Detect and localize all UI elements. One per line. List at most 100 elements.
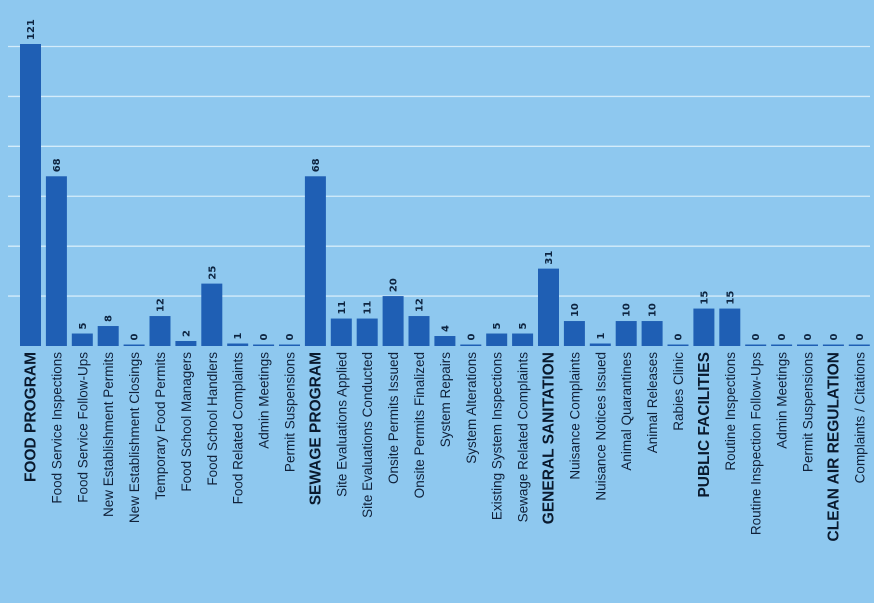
- bar-10: [279, 344, 300, 346]
- category-label-0: FOOD PROGRAM: [23, 352, 40, 482]
- category-label-28: Routine Inspection Follow-Ups: [749, 352, 764, 535]
- category-label-1: Food Service Inspections: [49, 352, 64, 504]
- value-label-1: 68: [52, 158, 63, 172]
- value-label-10: 0: [285, 334, 296, 341]
- category-label-13: Site Evaluations Conducted: [360, 352, 375, 518]
- category-label-18: Existing System Inspections: [490, 352, 505, 520]
- category-label-6: Food School Managers: [179, 352, 194, 492]
- bar-28: [745, 344, 767, 346]
- value-label-0: 121: [26, 19, 37, 40]
- value-label-7: 25: [207, 266, 218, 280]
- value-label-24: 10: [648, 303, 659, 317]
- category-label-14: Onsite Permits Issued: [386, 352, 401, 484]
- bar-27: [719, 308, 741, 346]
- bar-0: [20, 44, 41, 346]
- value-label-11: 68: [311, 158, 322, 172]
- category-label-17: System Alterations: [464, 352, 479, 464]
- bar-1: [45, 176, 67, 346]
- value-label-27: 15: [725, 291, 736, 305]
- bar-7: [201, 283, 223, 346]
- value-label-17: 0: [466, 334, 477, 341]
- category-label-23: Animal Quarantines: [619, 352, 634, 471]
- value-label-19: 5: [518, 323, 529, 330]
- category-label-27: Routine Inspections: [723, 352, 738, 471]
- category-label-19: Sewage Related Complaints: [516, 352, 531, 523]
- value-label-22: 1: [596, 333, 607, 340]
- bar-8: [227, 343, 249, 346]
- bar-20: [538, 268, 559, 346]
- category-label-25: Rabies Clinic: [671, 352, 686, 431]
- bar-15: [408, 316, 430, 346]
- bar-17: [460, 344, 482, 346]
- bar-25: [667, 344, 689, 346]
- bar-30: [797, 344, 818, 346]
- category-label-2: Food Service Follow-Ups: [75, 352, 90, 503]
- bar-5: [149, 316, 171, 346]
- category-label-20: GENERAL SANITATION: [541, 352, 558, 524]
- value-label-28: 0: [751, 334, 762, 341]
- bar-23: [615, 321, 637, 346]
- value-label-21: 10: [570, 303, 581, 317]
- bar-11: [304, 176, 326, 346]
- bar-4: [123, 344, 145, 346]
- value-label-15: 12: [415, 298, 426, 312]
- category-label-30: Permit Suspensions: [801, 352, 816, 472]
- bar-12: [330, 318, 352, 346]
- value-label-25: 0: [674, 334, 685, 341]
- category-label-10: Permit Suspensions: [283, 352, 298, 472]
- value-label-9: 0: [259, 334, 270, 341]
- category-label-8: Food Related Complaints: [231, 352, 246, 505]
- category-label-29: Admin Meetings: [775, 352, 790, 449]
- bar-6: [175, 341, 197, 346]
- category-label-3: New Establishment Permits: [101, 352, 116, 517]
- value-label-20: 31: [544, 251, 555, 265]
- bar-14: [382, 296, 404, 346]
- category-label-31: CLEAN AIR REGULATION: [825, 352, 842, 541]
- bar-21: [563, 321, 585, 346]
- value-label-13: 11: [363, 301, 374, 315]
- bar-19: [512, 333, 534, 346]
- category-label-9: Admin Meetings: [257, 352, 272, 449]
- value-label-12: 11: [337, 301, 348, 315]
- value-label-6: 2: [181, 330, 192, 337]
- value-label-14: 20: [389, 278, 400, 292]
- value-label-18: 5: [492, 323, 503, 330]
- bar-22: [589, 343, 611, 346]
- category-labels: FOOD PROGRAM Food Service Inspections Food…: [23, 352, 868, 542]
- bar-2: [71, 333, 93, 346]
- value-label-2: 5: [78, 323, 89, 330]
- gridlines: [8, 45, 870, 297]
- category-label-11: SEWAGE PROGRAM: [307, 352, 324, 505]
- value-label-23: 10: [622, 303, 633, 317]
- category-label-16: System Repairs: [438, 352, 453, 448]
- category-label-22: Nuisance Notices Issued: [593, 352, 608, 501]
- bar-32: [848, 344, 870, 346]
- value-label-31: 0: [829, 334, 840, 341]
- category-label-15: Onsite Permits Finalized: [412, 352, 427, 498]
- value-label-3: 8: [104, 315, 115, 322]
- value-label-29: 0: [777, 334, 788, 341]
- category-label-32: Complaints / Citations: [852, 352, 867, 484]
- value-label-30: 0: [803, 334, 814, 341]
- bar-26: [693, 308, 715, 346]
- bar-29: [771, 344, 793, 346]
- value-label-26: 15: [699, 291, 710, 305]
- value-label-4: 0: [130, 334, 141, 341]
- bar-18: [486, 333, 508, 346]
- bar-31: [822, 344, 844, 346]
- category-label-21: Nuisance Complaints: [567, 352, 582, 480]
- category-label-26: PUBLIC FACILITIES: [696, 352, 713, 498]
- value-label-8: 1: [233, 333, 244, 340]
- category-label-24: Animal Releases: [645, 352, 660, 454]
- category-label-7: Food School Handlers: [205, 352, 220, 486]
- bar-9: [253, 344, 275, 346]
- category-label-12: Site Evaluations Applied: [334, 352, 349, 497]
- bar-16: [434, 336, 456, 346]
- category-label-4: New Establishment Closings: [127, 352, 142, 523]
- bars: [20, 44, 870, 346]
- bar-3: [97, 326, 119, 346]
- category-label-5: Temporary Food Permits: [153, 352, 168, 500]
